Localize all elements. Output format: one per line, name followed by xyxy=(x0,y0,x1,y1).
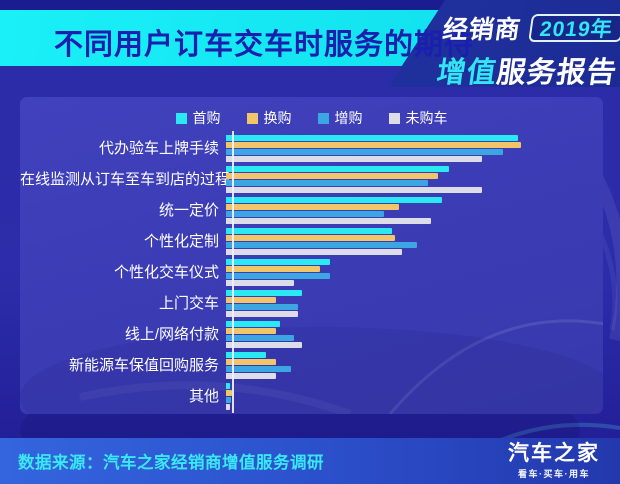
bar-未购车 xyxy=(226,187,482,193)
category-label: 在线监测从订车至车到店的过程 xyxy=(20,171,231,188)
chart-legend: 首购 换购 增购 未购车 xyxy=(20,108,603,128)
badge-year-box: 2019年 xyxy=(528,14,620,42)
bar-group: 其他 xyxy=(20,383,593,410)
bar-set xyxy=(226,259,586,286)
badge-report-white: 服务报告 xyxy=(494,57,620,89)
report-badge: 经销商 2019年 增值服务报告 xyxy=(434,10,620,91)
legend-item-增购: 增购 xyxy=(317,108,363,128)
bar-set xyxy=(226,228,586,255)
bar-增购 xyxy=(226,242,417,248)
header-cyan-band xyxy=(0,10,446,66)
category-label: 线上/网络付款 xyxy=(124,326,219,343)
bar-set xyxy=(226,290,586,317)
bar-增购 xyxy=(226,304,298,310)
legend-label: 换购 xyxy=(263,110,292,126)
bar-group: 统一定价 xyxy=(20,197,593,224)
bar-换购 xyxy=(226,204,399,210)
bar-增购 xyxy=(226,397,232,403)
bar-首购 xyxy=(226,352,266,358)
badge-dealer-text: 经销商 xyxy=(440,16,523,44)
bar-group: 上门交车 xyxy=(20,290,593,317)
bar-首购 xyxy=(226,135,518,141)
bar-set xyxy=(226,321,586,348)
bar-换购 xyxy=(226,390,233,396)
autohome-logo: 汽车之家 看车·买车·用车 xyxy=(508,442,600,480)
badge-year-text: 2019年 xyxy=(538,18,615,41)
bar-group: 在线监测从订车至车到店的过程 xyxy=(20,166,593,193)
legend-label: 首购 xyxy=(192,110,221,126)
bar-首购 xyxy=(226,383,231,389)
bar-未购车 xyxy=(226,342,302,348)
logo-tagline: 看车·买车·用车 xyxy=(518,469,590,479)
bar-换购 xyxy=(226,266,320,272)
bar-换购 xyxy=(226,297,277,303)
legend-label: 未购车 xyxy=(405,110,448,126)
category-label: 代办验车上牌手续 xyxy=(98,140,219,157)
bar-增购 xyxy=(226,180,428,186)
bar-未购车 xyxy=(226,373,277,379)
legend-swatch-icon xyxy=(175,112,187,124)
legend-item-未购车: 未购车 xyxy=(388,108,448,128)
logo-name: 汽车之家 xyxy=(508,442,600,465)
category-label: 统一定价 xyxy=(158,202,219,219)
bar-首购 xyxy=(226,166,450,172)
page-title: 不同用户订车交车时服务的期待 xyxy=(54,29,475,61)
bar-换购 xyxy=(226,235,396,241)
bar-首购 xyxy=(226,290,302,296)
bar-换购 xyxy=(226,142,522,148)
category-label: 个性化定制 xyxy=(143,233,219,250)
bar-换购 xyxy=(226,359,277,365)
badge-report-cyan: 增值 xyxy=(434,57,500,89)
bar-set xyxy=(226,197,586,224)
chart-panel: 首购 换购 增购 未购车 代办验车上牌手续在线监测从订车至车到店的过程统一定价个性化定… xyxy=(20,97,603,414)
bar-set xyxy=(226,383,586,410)
bar-group: 个性化定制 xyxy=(20,228,593,255)
bar-未购车 xyxy=(226,156,482,162)
bar-未购车 xyxy=(226,311,298,317)
category-label: 其他 xyxy=(188,388,219,405)
bar-未购车 xyxy=(226,249,403,255)
bar-set xyxy=(226,166,586,193)
bar-增购 xyxy=(226,273,331,279)
category-label: 新能源车保值回购服务 xyxy=(68,357,219,374)
category-label: 上门交车 xyxy=(158,295,219,312)
bar-首购 xyxy=(226,228,392,234)
legend-swatch-icon xyxy=(388,112,400,124)
bar-set xyxy=(226,135,586,162)
category-label: 个性化交车仪式 xyxy=(113,264,219,281)
bar-首购 xyxy=(226,259,331,265)
legend-swatch-icon xyxy=(246,112,258,124)
legend-item-换购: 换购 xyxy=(246,108,292,128)
y-axis-line xyxy=(232,131,234,413)
bar-增购 xyxy=(226,149,504,155)
bar-group: 个性化交车仪式 xyxy=(20,259,593,286)
badge-report-title: 增值服务报告 xyxy=(434,49,620,91)
bar-未购车 xyxy=(226,280,295,286)
bar-未购车 xyxy=(226,218,432,224)
bar-group: 线上/网络付款 xyxy=(20,321,593,348)
bar-group: 代办验车上牌手续 xyxy=(20,135,593,162)
legend-item-首购: 首购 xyxy=(175,108,221,128)
bar-group: 新能源车保值回购服务 xyxy=(20,352,593,379)
bar-首购 xyxy=(226,321,280,327)
legend-label: 增购 xyxy=(334,110,363,126)
bar-set xyxy=(226,352,586,379)
bar-增购 xyxy=(226,335,295,341)
bar-换购 xyxy=(226,328,277,334)
bar-chart: 代办验车上牌手续在线监测从订车至车到店的过程统一定价个性化定制个性化交车仪式上门… xyxy=(20,135,593,410)
footer-bar: 数据来源：汽车之家经销商增值服务调研 汽车之家 看车·买车·用车 xyxy=(0,438,620,484)
bar-增购 xyxy=(226,211,385,217)
bar-增购 xyxy=(226,366,291,372)
bar-首购 xyxy=(226,197,442,203)
header-top-strip xyxy=(0,0,458,10)
legend-swatch-icon xyxy=(317,112,329,124)
bar-未购车 xyxy=(226,404,230,410)
bar-换购 xyxy=(226,173,439,179)
data-source-text: 数据来源：汽车之家经销商增值服务调研 xyxy=(18,454,324,472)
